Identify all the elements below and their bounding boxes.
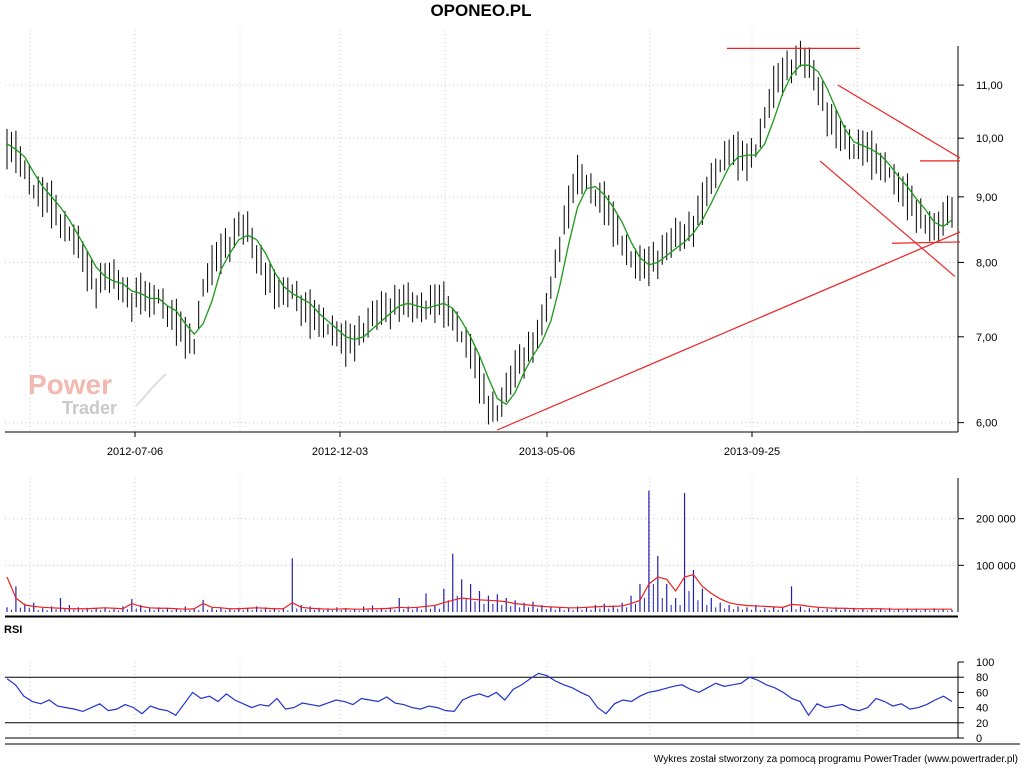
rsi-tick-label: 20 <box>976 718 988 730</box>
volume-average-line <box>6 573 952 610</box>
watermark-line2: Trader <box>62 398 117 418</box>
price-tick-label: 8,00 <box>976 257 997 269</box>
rsi-tick-label: 80 <box>976 672 988 684</box>
trend-channel-upper <box>837 84 961 159</box>
price-tick-label: 9,00 <box>976 192 997 204</box>
trend-line-support <box>496 231 961 431</box>
price-tick-label: 6,00 <box>976 418 997 430</box>
price-tick-label: 7,00 <box>976 332 997 344</box>
rsi-tick-label: 60 <box>976 687 988 699</box>
footer-credit: Wykres został stworzony za pomocą progra… <box>653 754 1018 765</box>
watermark-line1: Power <box>28 369 112 400</box>
x-tick-label: 2012-12-03 <box>312 446 368 458</box>
powertrader-watermark: Power Trader <box>28 369 167 418</box>
x-tick-label: 2012-07-06 <box>107 446 163 458</box>
price-tick-label: 11,00 <box>976 80 1003 92</box>
trend-line-short <box>891 241 961 244</box>
volume-tick-label: 100 000 <box>976 560 1016 572</box>
x-tick-label: 2013-09-25 <box>724 446 780 458</box>
rsi-tick-label: 0 <box>976 733 982 745</box>
rsi-tick-label: 40 <box>976 703 988 715</box>
rsi-line <box>6 672 953 717</box>
x-tick-label: 2013-05-06 <box>519 446 575 458</box>
volume-tick-label: 200 000 <box>976 514 1016 526</box>
chart-title: OPONEO.PL <box>430 1 532 20</box>
trend-channel-lower <box>819 160 956 277</box>
price-tick-label: 10,00 <box>976 133 1004 145</box>
moving-average-line <box>6 64 953 406</box>
rsi-panel-label: RSI <box>4 624 23 636</box>
rsi-tick-label: 100 <box>976 657 994 669</box>
